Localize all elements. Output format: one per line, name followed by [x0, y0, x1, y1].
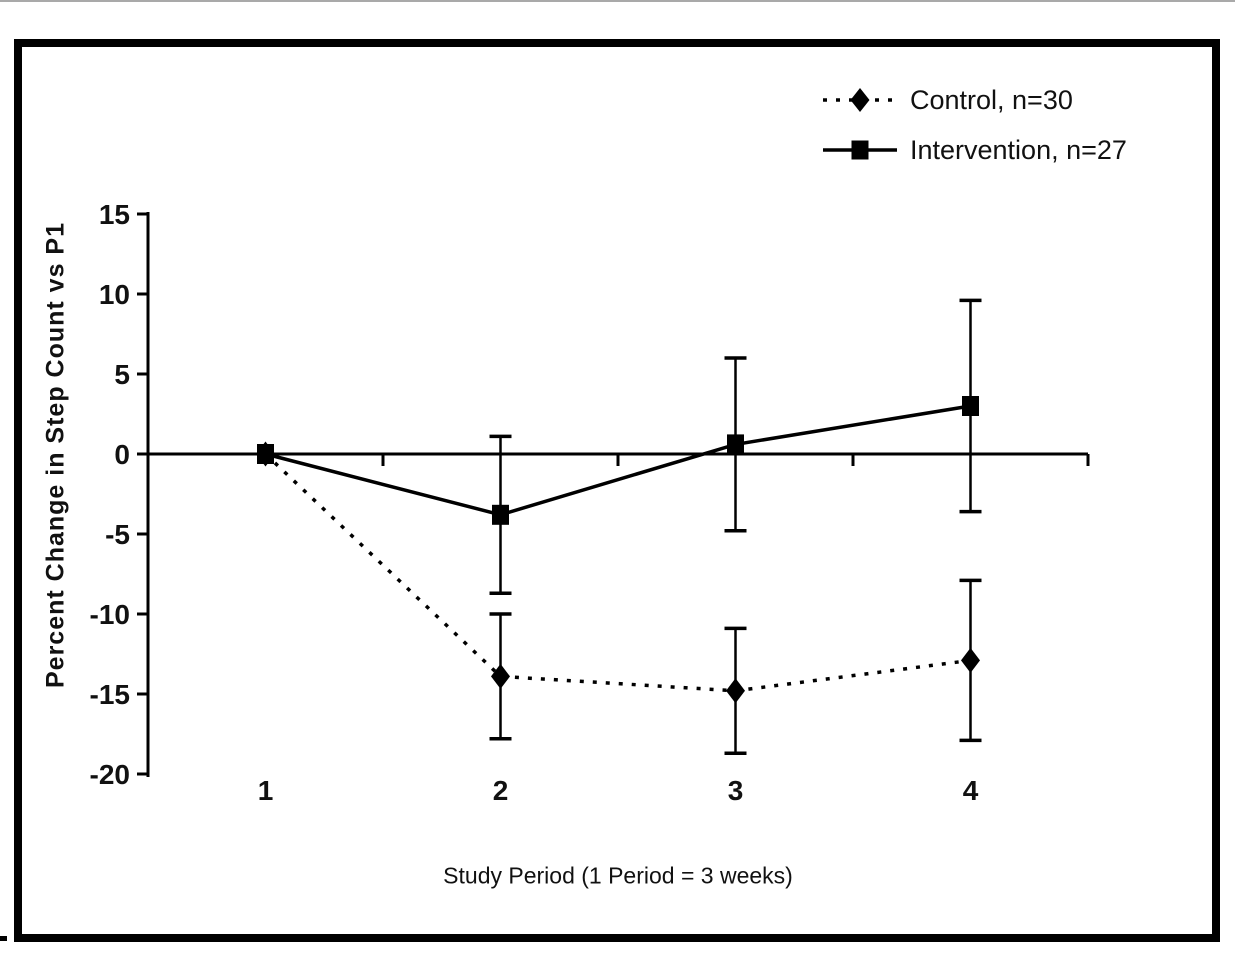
legend-item-intervention: Intervention, n=27 — [820, 134, 1127, 165]
legend: Control, n=30 Intervention, n=27 — [820, 84, 1127, 165]
y-tick-label: 0 — [114, 439, 130, 470]
y-tick-label: 15 — [99, 199, 130, 230]
x-tick-label: 2 — [493, 775, 509, 806]
y-tick-label: -10 — [90, 599, 130, 630]
y-axis-title: Percent Change in Step Count vs P1 — [41, 221, 70, 689]
legend-label-intervention: Intervention, n=27 — [910, 134, 1127, 165]
square-marker — [727, 434, 744, 455]
legend-item-control: Control, n=30 — [820, 84, 1127, 115]
x-tick-label: 4 — [963, 775, 979, 806]
x-tick-label: 1 — [258, 775, 274, 806]
diamond-marker — [491, 663, 510, 689]
square-marker — [257, 444, 274, 464]
y-tick-label: -20 — [90, 759, 130, 790]
y-tick-label: -15 — [90, 679, 130, 710]
legend-label-control: Control, n=30 — [910, 84, 1073, 115]
stray-mark — [0, 936, 7, 941]
top-hairline — [0, 0, 1235, 2]
x-tick-label: 3 — [728, 775, 744, 806]
figure-frame — [14, 39, 1220, 942]
x-axis-title: Study Period (1 Period = 3 weeks) — [443, 862, 793, 889]
intervention-line-sample — [823, 140, 897, 160]
y-tick-label: 5 — [114, 359, 130, 390]
y-tick-label: -5 — [105, 519, 130, 550]
diamond-marker — [726, 678, 745, 704]
y-tick-label: 10 — [99, 279, 130, 310]
control-line-sample — [823, 88, 897, 112]
control-series-line — [264, 452, 971, 693]
square-icon — [851, 140, 869, 160]
intervention-series-line — [265, 404, 971, 517]
diamond-marker — [961, 647, 980, 673]
diamond-icon — [850, 88, 870, 112]
square-marker — [962, 396, 979, 416]
square-marker — [492, 504, 509, 525]
